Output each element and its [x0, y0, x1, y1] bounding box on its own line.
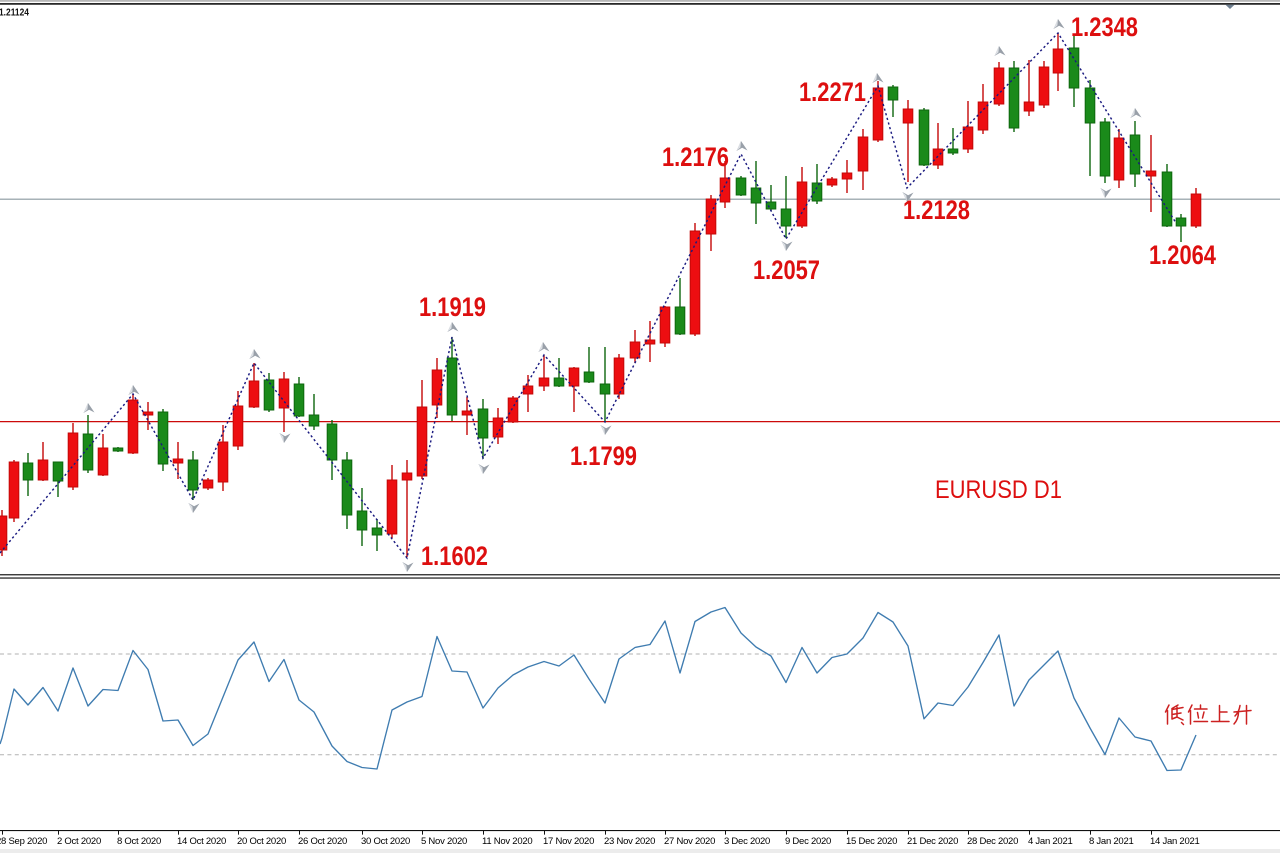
- svg-text:4 Jan 2021: 4 Jan 2021: [1028, 836, 1073, 847]
- svg-text:8 Oct 2020: 8 Oct 2020: [117, 836, 161, 847]
- svg-text:1.1799: 1.1799: [570, 441, 637, 471]
- svg-text:3 Dec 2020: 3 Dec 2020: [724, 836, 770, 847]
- svg-text:11 Nov 2020: 11 Nov 2020: [482, 836, 532, 847]
- svg-text:28 Sep 2020: 28 Sep 2020: [0, 836, 47, 847]
- svg-text:5 Nov 2020: 5 Nov 2020: [421, 836, 467, 847]
- svg-text:20 Oct 2020: 20 Oct 2020: [237, 836, 286, 847]
- svg-text:1.2271: 1.2271: [799, 77, 866, 107]
- svg-text:1.2348: 1.2348: [1071, 12, 1138, 42]
- svg-text:27 Nov 2020: 27 Nov 2020: [664, 836, 715, 847]
- svg-text:1.2064: 1.2064: [1149, 240, 1216, 270]
- svg-text:15 Dec 2020: 15 Dec 2020: [846, 836, 897, 847]
- svg-text:21 Dec 2020: 21 Dec 2020: [907, 836, 958, 847]
- svg-text:17 Nov 2020: 17 Nov 2020: [543, 836, 594, 847]
- svg-text:26 Oct 2020: 26 Oct 2020: [298, 836, 347, 847]
- svg-text:1.2176: 1.2176: [662, 142, 729, 172]
- svg-text:14 Oct 2020: 14 Oct 2020: [177, 836, 226, 847]
- svg-text:8 Jan 2021: 8 Jan 2021: [1089, 836, 1134, 847]
- svg-text:14 Jan 2021: 14 Jan 2021: [1150, 836, 1200, 847]
- svg-text:1.2057: 1.2057: [753, 255, 820, 285]
- svg-text:1.1602: 1.1602: [421, 541, 488, 571]
- svg-text:30 Oct 2020: 30 Oct 2020: [361, 836, 410, 847]
- svg-text:28 Dec 2020: 28 Dec 2020: [967, 836, 1018, 847]
- svg-text:1.2128: 1.2128: [903, 195, 970, 225]
- svg-text:EURUSD D1: EURUSD D1: [935, 476, 1062, 504]
- svg-text:9 Dec 2020: 9 Dec 2020: [785, 836, 831, 847]
- svg-text:1.21124: 1.21124: [0, 8, 29, 19]
- svg-text:1.1919: 1.1919: [419, 292, 486, 322]
- svg-text:23 Nov 2020: 23 Nov 2020: [604, 836, 655, 847]
- svg-text:2 Oct 2020: 2 Oct 2020: [57, 836, 101, 847]
